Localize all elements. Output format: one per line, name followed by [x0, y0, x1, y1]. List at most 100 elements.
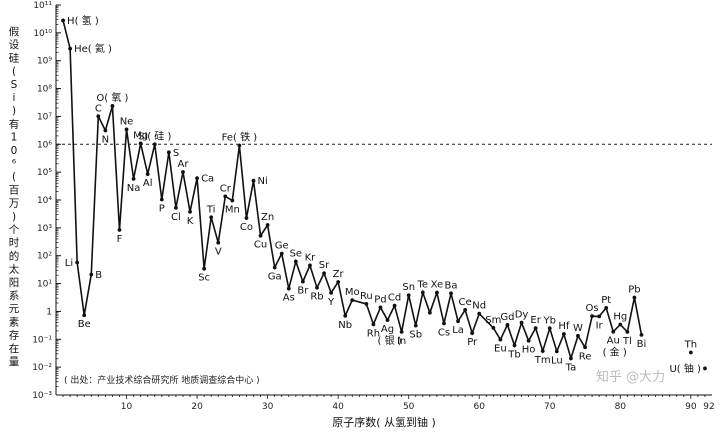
data-point — [463, 307, 468, 312]
element-label: U( 铀 ) — [669, 362, 701, 375]
data-point — [202, 266, 207, 271]
y-axis-title-char: 百 — [9, 184, 20, 196]
y-axis-title-char: 时 — [9, 237, 20, 249]
data-point — [117, 228, 122, 232]
element-label: Ce — [459, 297, 472, 308]
x-tick-label: 50 — [403, 402, 415, 412]
y-axis-title-char: 设 — [9, 39, 20, 51]
data-point — [145, 172, 150, 177]
element-label: Be — [78, 319, 91, 330]
data-point — [547, 326, 552, 331]
element-label: As — [283, 293, 295, 304]
y-axis-title-char: 1 — [11, 132, 18, 144]
element-label: Ag — [381, 324, 394, 335]
data-point — [209, 215, 214, 220]
data-point — [597, 314, 602, 319]
element-label: Mo — [345, 287, 360, 298]
data-point — [399, 330, 404, 334]
element-label: Rb — [310, 292, 323, 303]
data-point — [533, 326, 538, 331]
element-label: Os — [586, 303, 599, 314]
element-label: W — [573, 323, 583, 334]
data-point — [89, 272, 94, 277]
element-label: Yb — [543, 315, 556, 326]
data-point — [371, 322, 376, 327]
data-point — [188, 209, 192, 214]
data-point — [68, 46, 73, 51]
data-point — [138, 141, 143, 146]
element-label: Ba — [445, 280, 458, 291]
element-label: Br — [297, 286, 309, 297]
element-label: Bi — [637, 339, 647, 350]
element-label: Co — [240, 222, 253, 233]
data-point — [315, 285, 319, 290]
data-point — [286, 286, 291, 291]
element-label: Kr — [305, 252, 317, 263]
y-tick-label: 10⁻³ — [32, 391, 52, 401]
element-label: Ne — [120, 116, 134, 127]
data-point — [604, 305, 609, 310]
data-point — [406, 293, 411, 298]
element-label: Ir — [596, 320, 604, 331]
y-tick-label: 10⁴ — [37, 196, 52, 206]
element-label: Ta — [565, 362, 577, 373]
element-label: Cu — [254, 240, 267, 251]
y-axis-title-char: 的 — [9, 249, 20, 262]
y-tick-label: 10⁵ — [37, 168, 52, 178]
data-point — [554, 349, 559, 354]
x-tick-label: 20 — [191, 402, 203, 412]
element-label: Er — [530, 315, 541, 326]
y-tick-label: 10¹¹ — [33, 1, 52, 11]
element-label: Na — [127, 183, 141, 194]
element-label: C — [95, 103, 102, 114]
element-label: N — [102, 134, 109, 145]
element-label: Sb — [409, 330, 422, 341]
data-point — [639, 332, 644, 337]
data-point — [561, 332, 566, 336]
data-point — [618, 322, 623, 327]
element-label: Ca — [201, 174, 214, 185]
data-point — [124, 127, 129, 132]
data-point — [131, 176, 136, 181]
x-tick-label: 30 — [262, 402, 274, 412]
element-label: Cl — [171, 212, 181, 223]
element-label: Pb — [628, 285, 640, 296]
data-point — [526, 338, 531, 343]
data-point — [491, 325, 496, 330]
element-label: Si( 硅 ) — [138, 129, 171, 142]
element-label: Pr — [467, 337, 478, 348]
data-point — [181, 170, 185, 174]
element-label: Rh — [367, 328, 380, 339]
watermark: 知乎 @大力 — [596, 369, 665, 385]
element-label: Tm — [534, 355, 551, 366]
data-point — [625, 330, 630, 334]
x-tick-label: 60 — [473, 402, 485, 412]
data-point — [216, 240, 221, 245]
element-label: Sr — [319, 260, 330, 271]
data-point — [329, 290, 333, 295]
y-axis-title-char: ) — [12, 211, 16, 223]
data-point — [413, 323, 418, 328]
element-label: Ti — [206, 204, 216, 215]
y-axis-title-char: 万 — [9, 198, 20, 210]
data-point — [350, 298, 355, 303]
data-point — [519, 320, 524, 325]
data-point — [420, 290, 425, 295]
data-point — [378, 305, 383, 310]
y-axis-title-char: 存 — [9, 329, 20, 342]
data-point — [576, 333, 580, 338]
y-axis-title-char: 素 — [9, 315, 20, 328]
y-axis-title-char: i — [13, 92, 16, 104]
element-labels: H( 氢 ) He( 氦 ) Li Be B C N O( 氧 ) F Ne Na Mg Al Si( 硅… — [65, 14, 701, 375]
element-label: ( 金 ) — [603, 346, 627, 359]
element-label: Ga — [268, 271, 282, 282]
element-label: Zn — [261, 212, 274, 223]
y-axis-title-char: 元 — [9, 303, 20, 315]
data-point — [590, 314, 594, 319]
y-axis-title-char: 0 — [11, 145, 18, 157]
data-point — [632, 295, 637, 300]
y-axis-title-char: ⁶ — [12, 158, 16, 170]
x-tick-label: 10 — [121, 402, 133, 412]
data-point — [385, 318, 390, 323]
